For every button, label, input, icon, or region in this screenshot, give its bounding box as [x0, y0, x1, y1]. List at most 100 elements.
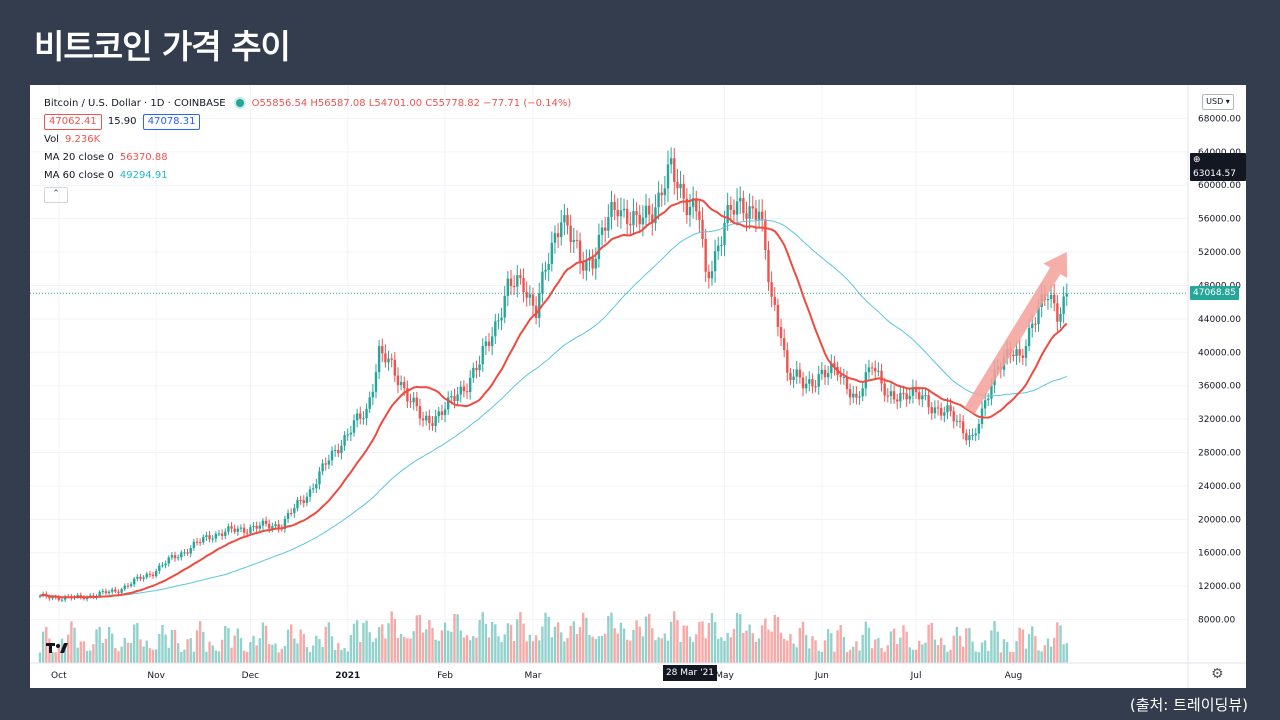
volume-bar — [600, 635, 604, 663]
currency-selector[interactable]: USD ▾ — [1202, 94, 1234, 110]
candle-body — [202, 537, 205, 543]
volume-bar — [541, 626, 544, 663]
volume-bar — [239, 638, 243, 663]
candle-body — [575, 239, 579, 241]
candle-body — [324, 463, 327, 465]
volume-bar — [1040, 651, 1043, 663]
volume-bar — [870, 648, 874, 663]
ask-price[interactable]: 47078.31 — [142, 114, 201, 130]
candle-body — [198, 542, 202, 544]
candle-body — [136, 576, 139, 579]
candle-body — [396, 375, 400, 386]
candle-body — [883, 383, 886, 396]
volume-bar — [183, 649, 186, 663]
candle-body — [610, 201, 613, 217]
trend-arrow — [964, 267, 1061, 414]
collapse-legend-button[interactable]: ⌃ — [44, 187, 68, 203]
candle-body — [585, 260, 588, 271]
volume-bar — [826, 629, 830, 663]
candle-body — [798, 369, 802, 378]
currency-label: USD — [1206, 97, 1224, 106]
candle-body — [892, 391, 896, 400]
candle-body — [60, 599, 64, 601]
candle-body — [418, 406, 422, 419]
candle-body — [277, 524, 280, 529]
candle-body — [833, 363, 836, 367]
candle-body — [286, 513, 290, 519]
volume-bar — [371, 641, 375, 663]
symbol-label[interactable]: Bitcoin / U.S. Dollar · 1D · COINBASE — [44, 98, 226, 109]
tradingview-logo-icon[interactable] — [44, 638, 70, 658]
candle-body — [695, 198, 698, 212]
plus-circle-icon[interactable]: ⊕ — [1193, 155, 1201, 166]
candle-body — [478, 364, 481, 371]
volume-bar — [274, 643, 277, 663]
candle-body — [117, 591, 120, 593]
volume-bar — [111, 633, 114, 663]
y-tick-label: 40000.00 — [1198, 348, 1241, 358]
volume-bar — [252, 635, 255, 663]
volume-bar — [224, 626, 227, 663]
volume-bar — [842, 637, 846, 663]
volume-bar — [318, 639, 321, 663]
volume-bar — [682, 625, 685, 663]
volume-bar — [651, 628, 654, 663]
volume-bar — [38, 652, 42, 663]
volume-bar — [359, 641, 362, 663]
candle-body — [877, 370, 880, 372]
candle-body — [290, 513, 293, 515]
candle-body — [663, 188, 667, 196]
volume-bar — [629, 640, 632, 663]
volume-bar — [977, 652, 981, 663]
candle-body — [647, 205, 651, 215]
volume-bar — [886, 645, 889, 663]
y-tick-label: 20000.00 — [1198, 515, 1241, 525]
volume-bar — [757, 638, 761, 663]
candle-body — [412, 397, 415, 403]
candle-body — [685, 198, 689, 216]
vol-label[interactable]: Vol — [44, 134, 59, 145]
volume-bar — [971, 641, 974, 663]
candle-body — [717, 245, 720, 252]
volume-bar — [468, 640, 472, 663]
volume-bar — [899, 637, 902, 663]
ma20-value: 56370.88 — [119, 152, 168, 163]
volume-bar — [233, 635, 236, 663]
ma20-line — [39, 198, 1068, 599]
candle-body — [729, 204, 732, 210]
bid-price[interactable]: 47062.41 — [44, 114, 102, 130]
volume-bar — [299, 629, 302, 663]
volume-bar — [522, 623, 525, 663]
ma60-label[interactable]: MA 60 close 0 — [44, 170, 114, 181]
volume-bar — [1024, 648, 1028, 663]
candle-body — [346, 434, 349, 436]
ma60-value: 49294.91 — [119, 170, 168, 181]
volume-bar — [290, 624, 293, 663]
volume-bar — [340, 649, 343, 663]
candle-body — [387, 358, 390, 363]
crosshair-price: 63014.57 — [1193, 169, 1236, 180]
volume-bar — [133, 624, 136, 663]
candle-body — [1059, 313, 1062, 322]
volume-bar — [437, 640, 440, 663]
candle-body — [660, 192, 663, 196]
volume-bar — [465, 635, 469, 663]
candle-body — [657, 192, 660, 208]
ma20-label[interactable]: MA 20 close 0 — [44, 152, 114, 163]
volume-bar — [409, 638, 412, 663]
candle-body — [742, 198, 745, 214]
slide-title: 비트코인 가격 추이 — [34, 27, 291, 66]
candle-body — [403, 382, 406, 389]
volume-bar — [151, 649, 155, 663]
volume-bar — [789, 634, 792, 663]
volume-bar — [70, 621, 73, 663]
chart-panel[interactable]: 8000.00 12000.00 16000.00 20000.00 24000.00 2… — [30, 85, 1246, 688]
volume-bar — [67, 634, 70, 663]
candle-body — [224, 531, 227, 536]
candle-body — [698, 211, 701, 220]
volume-bar — [955, 626, 959, 663]
volume-bar — [622, 628, 626, 663]
price-chart[interactable]: 8000.00 12000.00 16000.00 20000.00 24000.00 2… — [30, 85, 1246, 688]
gear-icon[interactable]: ⚙ — [1211, 666, 1224, 682]
volume-bar — [164, 634, 167, 663]
